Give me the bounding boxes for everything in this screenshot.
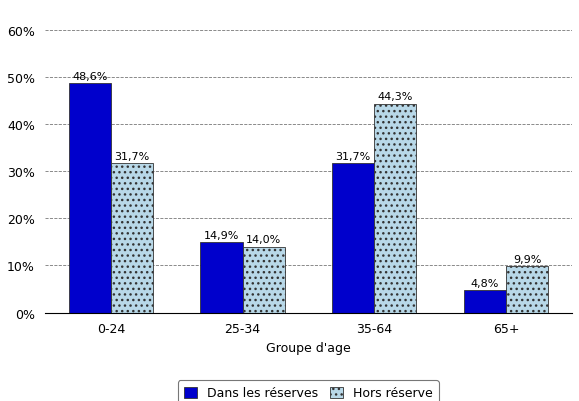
- Text: 9,9%: 9,9%: [513, 254, 541, 264]
- Text: 31,7%: 31,7%: [114, 151, 149, 161]
- Bar: [332, 164, 374, 313]
- Bar: [200, 243, 243, 313]
- Text: 31,7%: 31,7%: [335, 151, 371, 161]
- Text: 14,9%: 14,9%: [204, 230, 239, 240]
- Bar: [111, 164, 153, 313]
- Text: 14,0%: 14,0%: [246, 235, 281, 245]
- Bar: [69, 84, 111, 313]
- Bar: [464, 290, 506, 313]
- Legend: Dans les réserves, Hors réserve: Dans les réserves, Hors réserve: [178, 380, 439, 401]
- X-axis label: Groupe d'age: Groupe d'age: [266, 341, 351, 354]
- Bar: [243, 247, 285, 313]
- Text: 44,3%: 44,3%: [378, 92, 413, 102]
- Text: 4,8%: 4,8%: [471, 278, 499, 288]
- Bar: [374, 104, 416, 313]
- Bar: [506, 266, 548, 313]
- Text: 48,6%: 48,6%: [72, 72, 107, 82]
